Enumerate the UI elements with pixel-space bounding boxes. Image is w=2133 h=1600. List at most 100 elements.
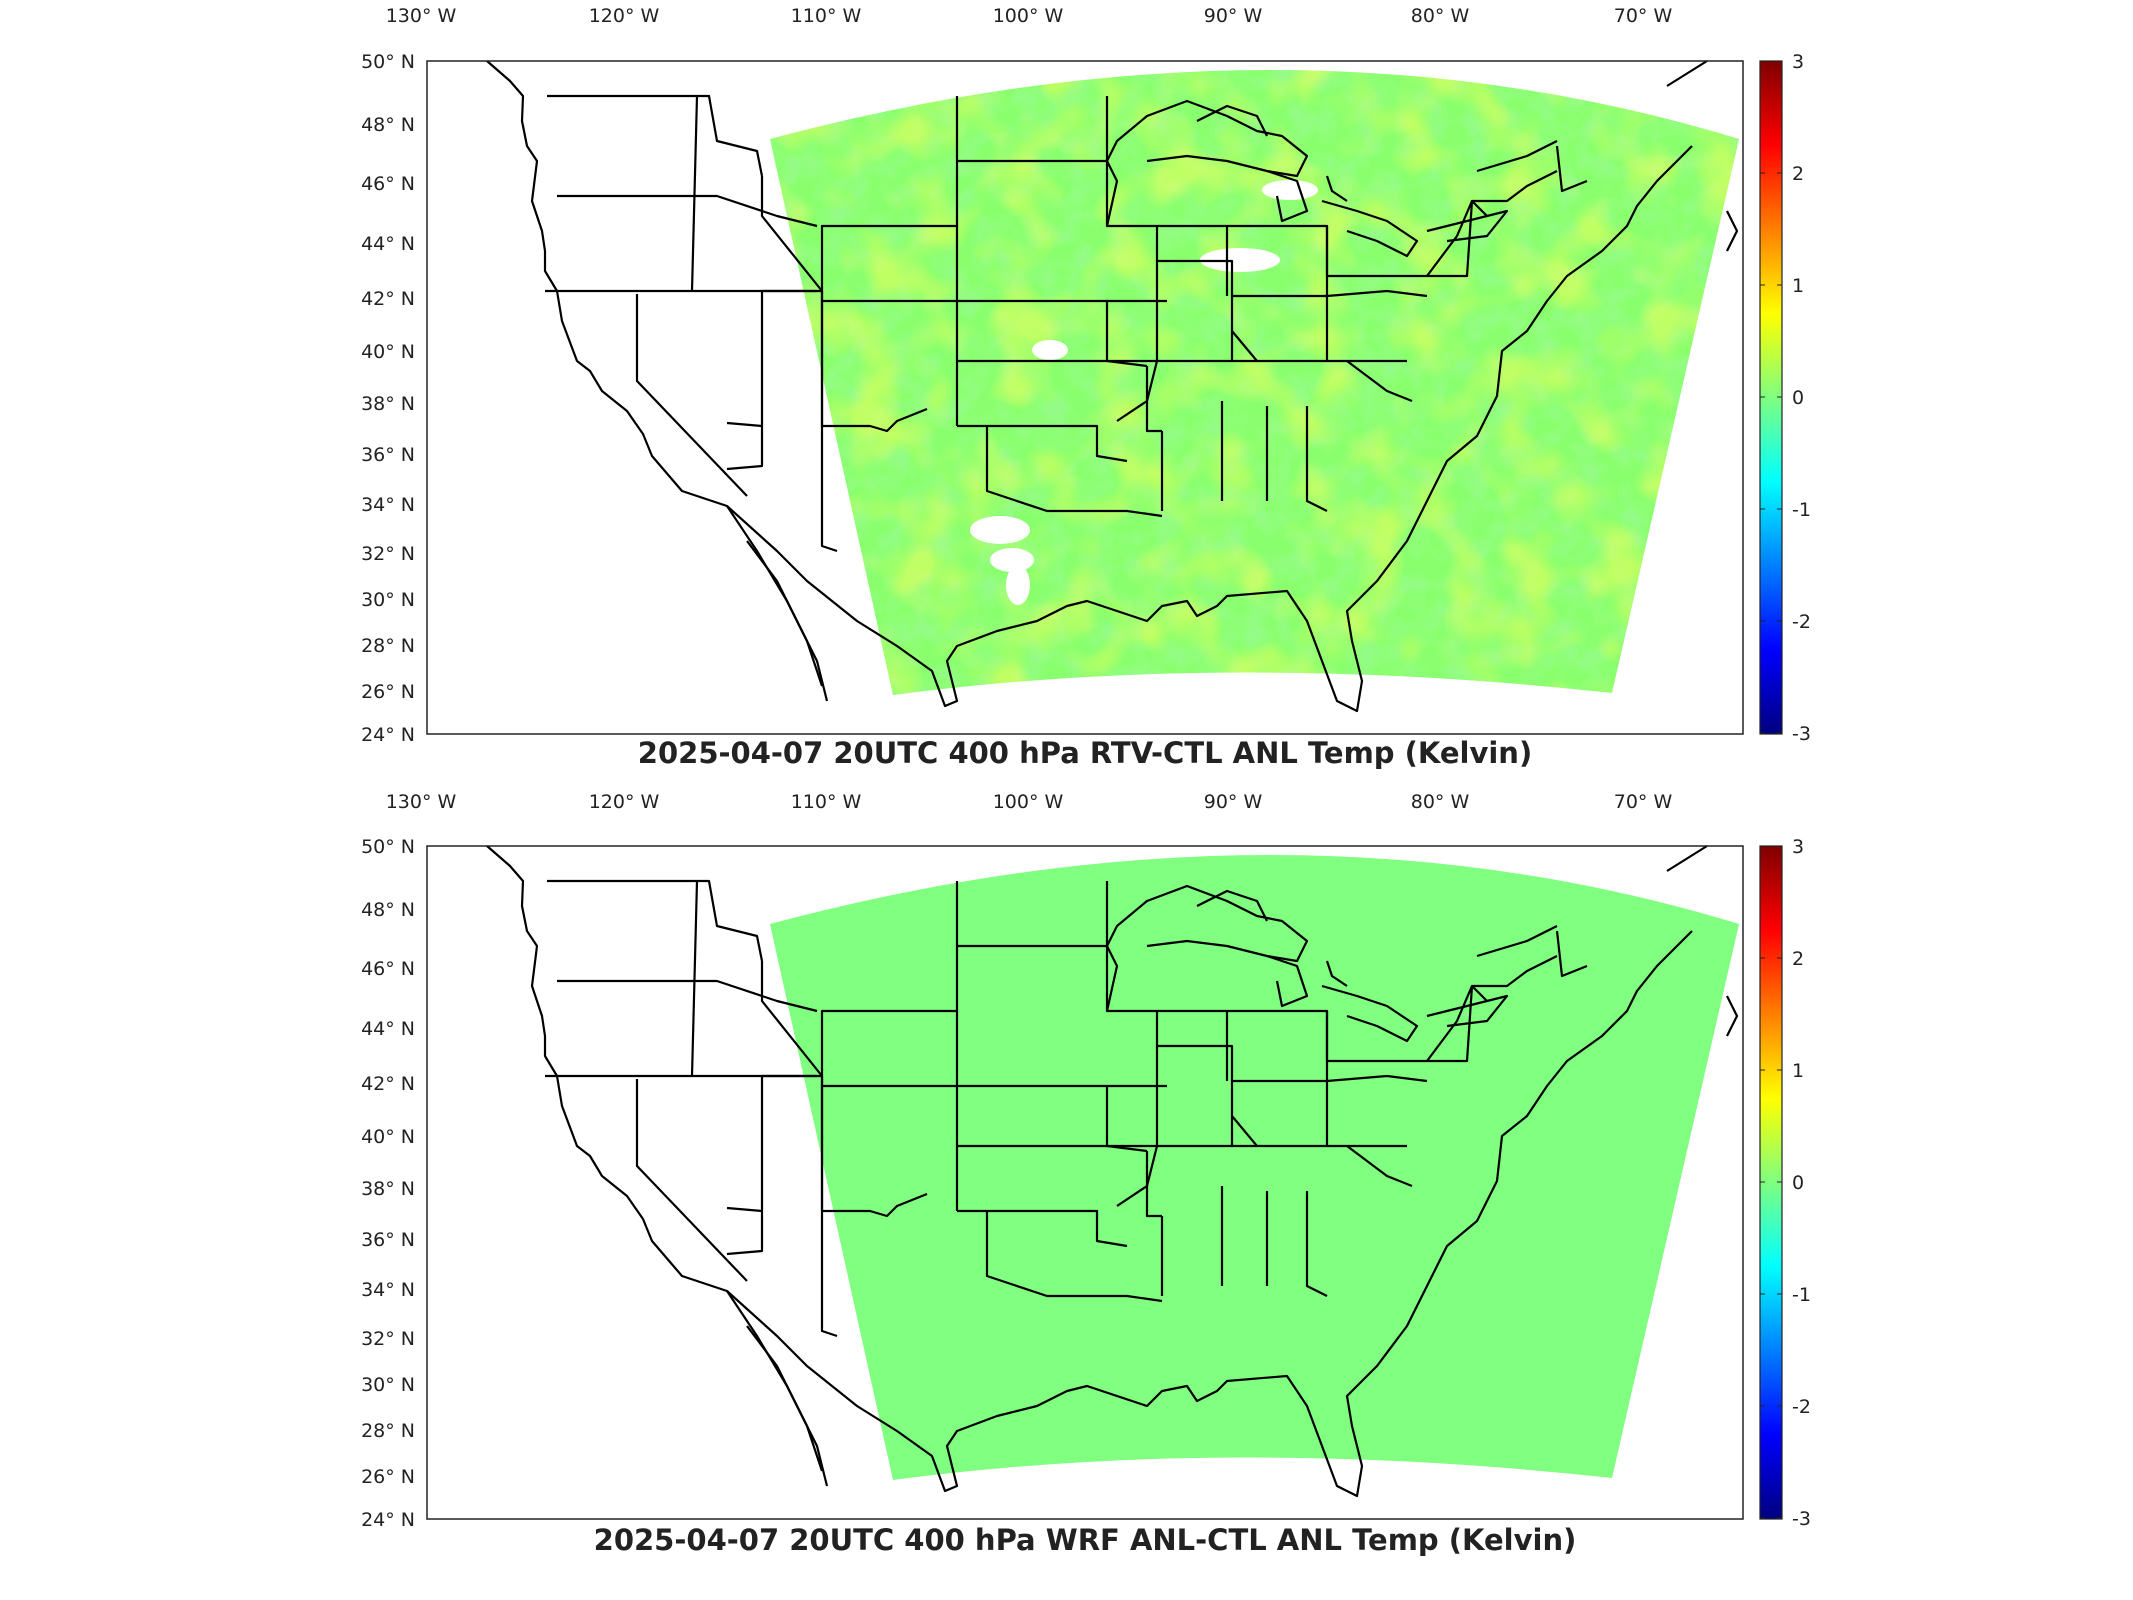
latitude-label: 42° N — [361, 1073, 415, 1095]
state-border — [1427, 170, 1558, 278]
great-lakes-shore — [1196, 889, 1268, 922]
longitude-label: 110° W — [791, 791, 862, 813]
longitude-label: 100° W — [993, 791, 1064, 813]
colorbar-tick-label: -1 — [1792, 499, 1811, 521]
great-lakes-shore — [1266, 954, 1309, 1008]
latitude-label: 36° N — [361, 1229, 415, 1251]
latitude-label: 50° N — [361, 51, 415, 73]
state-border — [1116, 1145, 1159, 1207]
latitude-label: 32° N — [361, 1328, 415, 1350]
colorbar-tick-label: 2 — [1792, 948, 1804, 970]
map-axes-frame — [426, 845, 1744, 1520]
data-field-noise-yellow — [770, 70, 1739, 695]
colorbar: 3 2 1 0 -1 -2 -3 — [1759, 836, 1811, 1530]
state-border — [1145, 1151, 1162, 1218]
latitude-label: 42° N — [361, 288, 415, 310]
colorbar-tick-label: 0 — [1792, 387, 1804, 409]
state-border — [1325, 226, 1427, 278]
state-border — [547, 94, 764, 177]
state-border — [557, 979, 818, 1013]
state-border — [820, 1009, 959, 1086]
map-panel-top: 130° W 120° W 110° W 100° W 90° W 80° W 70° W 5… — [361, 5, 1811, 770]
latitude-label: 30° N — [361, 1374, 415, 1396]
missing-data-patch — [1200, 248, 1280, 272]
longitude-label: 110° W — [791, 5, 862, 27]
state-border — [1555, 145, 1588, 193]
latitude-label: 34° N — [361, 1279, 415, 1301]
coastline-borders — [486, 845, 1739, 1498]
state-border — [820, 299, 959, 426]
map-panel-bottom: 130° W 120° W 110° W 100° W 90° W 80° W 70° W 5… — [361, 791, 1811, 1557]
latitude-label: 34° N — [361, 494, 415, 516]
longitude-label: 130° W — [386, 5, 457, 27]
longitude-label: 120° W — [589, 5, 660, 27]
state-border — [957, 1084, 1148, 1153]
state-border — [1231, 1115, 1258, 1147]
latitude-label: 24° N — [361, 724, 415, 746]
state-border — [1305, 406, 1328, 512]
longitude-label: 100° W — [993, 5, 1064, 27]
nova-scotia-coast — [1726, 995, 1739, 1037]
latitude-label: 44° N — [361, 1018, 415, 1040]
state-border — [1326, 1074, 1428, 1083]
great-lakes-shore — [1106, 884, 1309, 963]
state-border — [1471, 985, 1488, 1002]
state-border — [1426, 985, 1474, 1062]
colorbar-tick-label: -3 — [1792, 1508, 1811, 1530]
state-border — [820, 426, 838, 553]
canada-coast — [1666, 845, 1708, 872]
state-border — [1155, 259, 1234, 361]
state-border — [557, 194, 818, 228]
great-lakes-shore — [1266, 169, 1309, 223]
state-border — [1145, 366, 1162, 433]
longitude-label: 90° W — [1204, 5, 1263, 27]
colorbar-tick-label: -2 — [1792, 611, 1811, 633]
state-border — [1471, 200, 1488, 217]
latitude-label: 24° N — [361, 1509, 415, 1531]
great-lakes-shore — [1426, 209, 1509, 243]
latitude-label: 46° N — [361, 958, 415, 980]
canada-coast — [1666, 60, 1708, 87]
longitude-label: 80° W — [1411, 5, 1470, 27]
state-border — [547, 879, 764, 962]
longitude-label: 120° W — [589, 791, 660, 813]
great-lakes-shore — [1325, 960, 1348, 987]
state-border — [690, 95, 699, 292]
map-axes-frame — [426, 60, 1744, 735]
great-lakes-shore — [1426, 994, 1509, 1028]
state-border — [957, 424, 1128, 463]
great-lakes-shore — [1106, 99, 1309, 178]
state-border — [1325, 1011, 1427, 1063]
latitude-label: 28° N — [361, 1420, 415, 1442]
state-border — [1427, 955, 1558, 1063]
state-border — [1426, 200, 1474, 277]
state-border — [957, 299, 1148, 368]
colorbar-tick-label: 3 — [1792, 836, 1804, 858]
latitude-label: 36° N — [361, 444, 415, 466]
missing-data-patch — [1006, 565, 1030, 605]
colorbar-tick-label: 0 — [1792, 1172, 1804, 1194]
colorbar-tick-label: -1 — [1792, 1284, 1811, 1306]
state-border — [1555, 930, 1588, 978]
state-border — [1116, 360, 1159, 422]
latitude-label: 26° N — [361, 1466, 415, 1488]
colorbar-tick-label: 1 — [1792, 275, 1804, 297]
colorbar: 3 2 1 0 -1 -2 -3 — [1759, 51, 1811, 745]
nova-scotia-coast — [1726, 210, 1739, 252]
longitude-label: 90° W — [1204, 791, 1263, 813]
panel-title: 2025-04-07 20UTC 400 hPa WRF ANL-CTL ANL… — [594, 1523, 1577, 1557]
longitude-label: 80° W — [1411, 791, 1470, 813]
latitude-label: 48° N — [361, 114, 415, 136]
latitude-label: 26° N — [361, 681, 415, 703]
state-border — [1476, 140, 1558, 173]
latitude-label: 28° N — [361, 635, 415, 657]
state-border — [635, 1079, 748, 1282]
colorbar-tick-label: 3 — [1792, 51, 1804, 73]
state-border — [985, 426, 1163, 518]
latitude-label: 30° N — [361, 589, 415, 611]
longitude-label: 70° W — [1614, 5, 1673, 27]
latitude-label: 44° N — [361, 233, 415, 255]
latitude-label: 40° N — [361, 1126, 415, 1148]
